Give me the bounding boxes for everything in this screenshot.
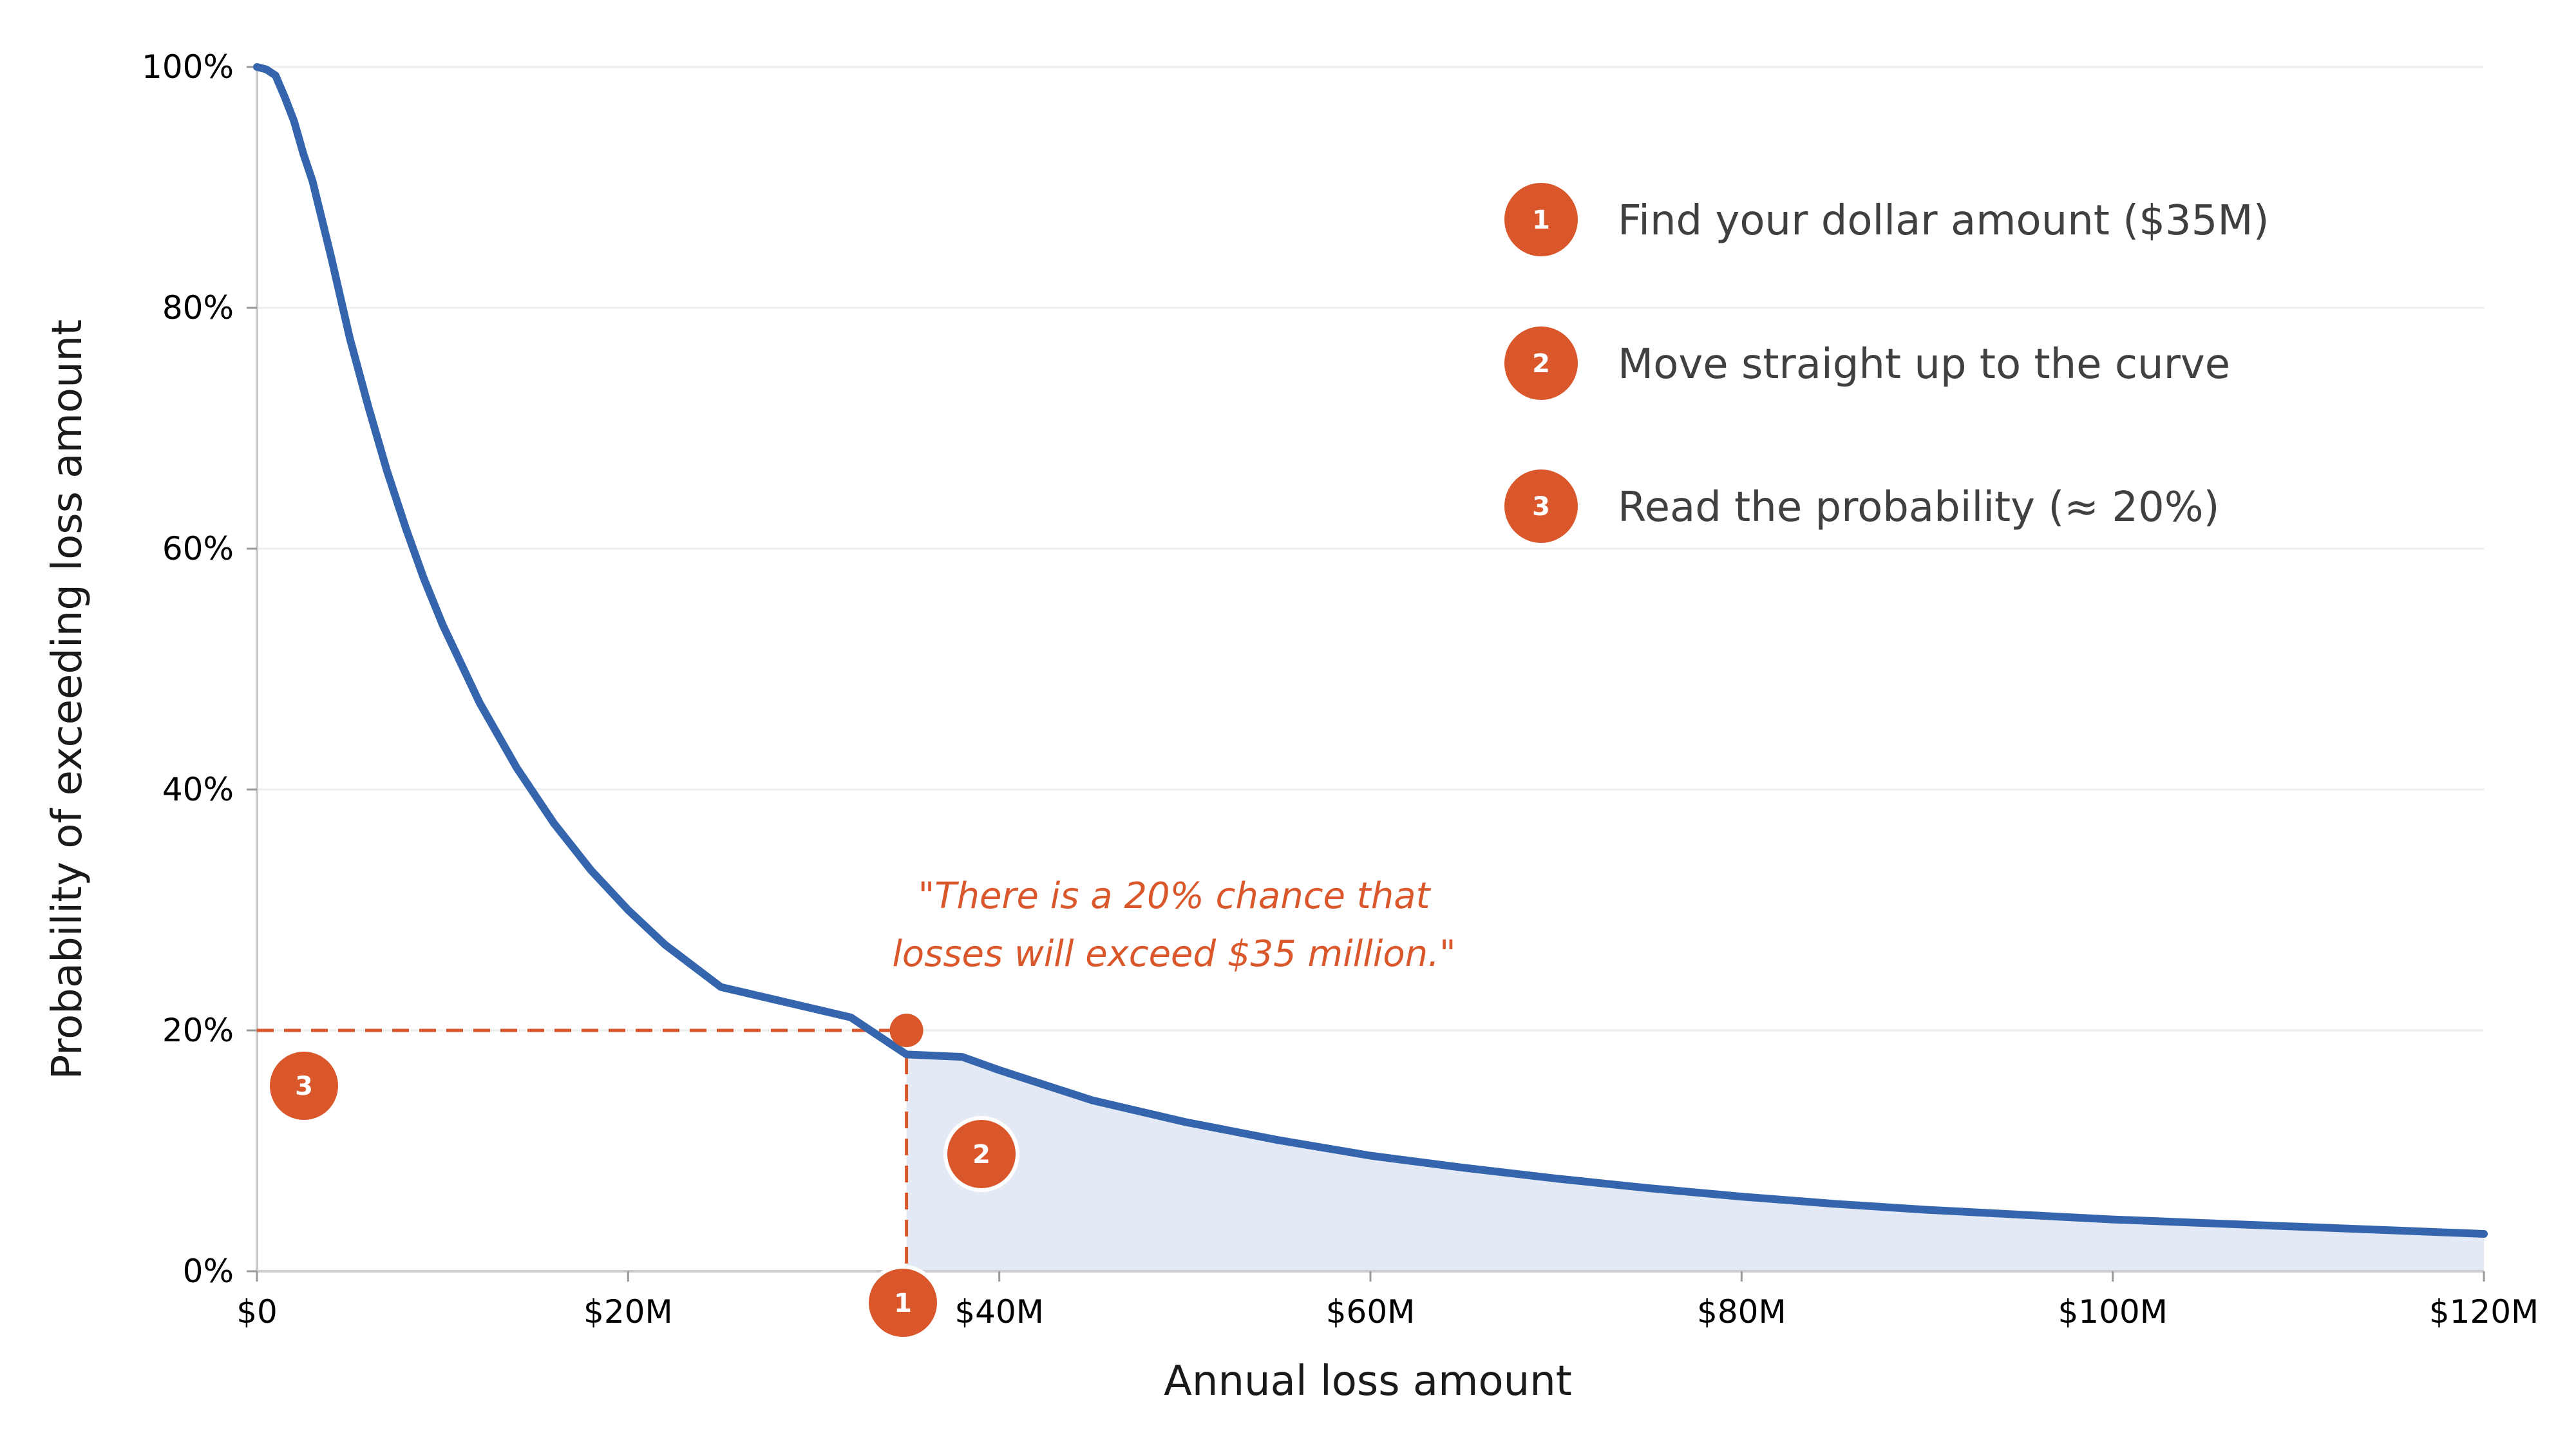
step-number-2: 2 — [1532, 349, 1550, 379]
marker-label-2: 2 — [972, 1140, 990, 1170]
gridlines — [257, 66, 2484, 1032]
step-text-1: Find your dollar amount ($35M) — [1618, 197, 2269, 245]
x-tick-label: $20M — [583, 1293, 673, 1331]
step-2: 2 Move straight up to the curve — [1501, 323, 2230, 404]
y-tick-label: 80% — [162, 289, 234, 327]
y-tick-label: 60% — [162, 530, 234, 567]
marker-badge-1 — [865, 1265, 941, 1341]
x-tick-label: $0 — [236, 1293, 278, 1331]
marker-label-3: 3 — [295, 1072, 313, 1101]
step-text-3: Read the probability (≈ 20%) — [1618, 484, 2220, 531]
y-axis-title: Probability of exceeding loss amount — [44, 319, 91, 1079]
marker-1: 1 — [865, 1265, 941, 1341]
y-tick-label: 20% — [162, 1012, 234, 1049]
annotation-line-1: "There is a 20% chance that — [918, 875, 1432, 917]
step-markers: 1 2 3 — [266, 1048, 1019, 1341]
step-badge-1 — [1501, 179, 1582, 260]
marker-badge-3 — [266, 1048, 342, 1124]
exceedance-area — [906, 1054, 2484, 1271]
highlight-point — [889, 1014, 923, 1047]
axes — [247, 66, 2485, 1282]
step-badge-2 — [1501, 323, 1582, 404]
annotation-line-2: losses will exceed $35 million." — [892, 933, 1455, 975]
step-1: 1 Find your dollar amount ($35M) — [1501, 179, 2269, 260]
marker-label-1: 1 — [894, 1289, 912, 1318]
x-tick-label: $80M — [1697, 1293, 1786, 1331]
exceedance-curve — [253, 63, 2488, 1238]
marker-badge-2 — [943, 1116, 1019, 1192]
y-tick-label: 0% — [183, 1253, 234, 1290]
y-tick-label: 40% — [162, 771, 234, 808]
x-axis-title: Annual loss amount — [1164, 1358, 1572, 1405]
steps-legend: 1 Find your dollar amount ($35M) 2 Move … — [1501, 179, 2269, 547]
step-3: 3 Read the probability (≈ 20%) — [1501, 466, 2220, 547]
step-number-1: 1 — [1532, 205, 1550, 235]
y-tick-label: 100% — [142, 48, 234, 86]
marker-3: 3 — [266, 1048, 342, 1124]
marker-2: 2 — [943, 1116, 1019, 1192]
x-tick-label: $40M — [954, 1293, 1044, 1331]
x-tick-label: $120M — [2429, 1293, 2539, 1331]
x-tick-label: $100M — [2058, 1293, 2167, 1331]
annotation: "There is a 20% chance that losses will … — [892, 875, 1455, 975]
x-tick-label: $60M — [1326, 1293, 1416, 1331]
reading-guides — [257, 1028, 909, 1271]
step-number-3: 3 — [1532, 492, 1550, 522]
step-badge-3 — [1501, 466, 1582, 547]
step-text-2: Move straight up to the curve — [1618, 341, 2230, 388]
tick-labels: $0 $20M $40M $60M $80M $100M $120M 0% 20% 40% 60% 8… — [142, 48, 2539, 1331]
